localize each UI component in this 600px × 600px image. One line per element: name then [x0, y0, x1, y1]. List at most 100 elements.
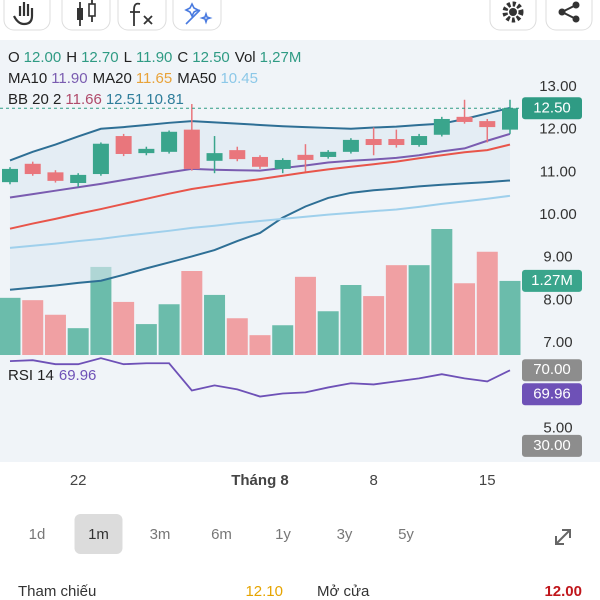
rsi-tick-label: 30.00	[533, 437, 571, 454]
toolbar	[3, 0, 593, 31]
share-icon	[572, 1, 580, 9]
ai-icon	[184, 2, 213, 25]
candle-button[interactable]	[61, 0, 111, 31]
period-tab[interactable]: 3m	[150, 526, 171, 543]
candle-body	[2, 168, 18, 183]
rsi-tick-box	[522, 359, 582, 382]
candle-icon	[88, 3, 96, 17]
last-price-box	[522, 97, 582, 120]
candle-body	[433, 118, 450, 135]
overlay-line	[9, 132, 511, 199]
legend-label: BB 20 2	[8, 91, 61, 108]
period-tab[interactable]: 1y	[275, 526, 291, 543]
legend-label: Vol	[235, 49, 256, 66]
candle-body	[206, 153, 223, 161]
ai-button[interactable]	[172, 0, 222, 31]
volume-bar	[385, 265, 407, 355]
period-tab[interactable]: 5y	[398, 526, 414, 543]
candle-body	[388, 139, 405, 146]
candle-body	[115, 136, 132, 154]
legend-row: O 12.00 H 12.70 L 11.90 C 12.50 Vol 1,27M	[8, 49, 301, 66]
y-tick-label: 7.00	[543, 334, 572, 351]
band-fill	[10, 107, 510, 290]
y-tick-label: 9.00	[543, 249, 572, 266]
rsi-last-box	[522, 383, 582, 406]
volume-bar	[44, 314, 66, 355]
legend-value: 10.45	[220, 70, 258, 87]
candle-body	[47, 172, 64, 181]
period-tab[interactable]: 1d	[29, 526, 46, 543]
volume-bar	[431, 229, 453, 355]
last-volume-label: 1.27M	[531, 272, 573, 289]
volume-bar	[272, 325, 294, 355]
legend-value: 11.66	[65, 91, 101, 108]
legend-label: O	[8, 49, 20, 66]
period-tab[interactable]: 6m	[211, 526, 232, 543]
legend-label: C	[177, 49, 188, 66]
y-tick-label: 11.00	[540, 163, 576, 180]
rsi-tick-box	[522, 434, 582, 457]
y-tick-label: 10.00	[539, 206, 577, 223]
candle-body	[502, 108, 518, 130]
overlay-line	[9, 143, 511, 230]
rsi-legend: RSI 14 69.96	[8, 367, 96, 384]
candle-body	[229, 150, 246, 160]
legend-label: MA10	[8, 70, 47, 87]
plot: 13.00 12.00 11.00 10.00 9.00 8.00 7.00 5.00 12.5…	[0, 49, 582, 489]
candle-body	[320, 151, 337, 157]
legend-value: 11.65	[136, 70, 172, 87]
candle-body	[274, 159, 291, 169]
share-icon	[572, 15, 580, 23]
legend-value: 12.70	[81, 49, 119, 66]
volume-bar	[294, 276, 316, 355]
legend-value: 1,27M	[260, 49, 302, 66]
y-tick-label: 5.00	[543, 419, 572, 436]
candle-body	[70, 174, 87, 184]
rsi-name: RSI 14	[8, 367, 54, 384]
period-tab[interactable]: 3y	[337, 526, 353, 543]
period-bar	[12, 512, 588, 556]
overlay-line	[9, 106, 511, 162]
candle-body	[252, 156, 268, 167]
volume-bar	[67, 328, 89, 355]
legend-value: 11.90	[51, 70, 87, 87]
volume-bar	[113, 301, 135, 355]
volume-bar	[499, 280, 521, 355]
last-price-label: 12.50	[533, 99, 571, 116]
legend-label: L	[124, 49, 132, 66]
hand-icon	[13, 2, 34, 26]
volume-bar	[340, 285, 362, 355]
y-tick-label: 12.00	[539, 121, 577, 138]
period-selected	[74, 514, 123, 554]
last-volume-box	[522, 269, 582, 292]
volume-bar	[181, 271, 203, 355]
candle-body	[456, 116, 473, 122]
fx-button[interactable]	[117, 0, 167, 31]
settings-icon	[502, 1, 524, 23]
volume-bar	[476, 251, 498, 355]
volume-bar	[226, 318, 248, 355]
fx-icon	[130, 2, 153, 26]
legend-value: 10.81	[146, 91, 184, 108]
candle-body	[297, 154, 314, 160]
candle-body	[411, 136, 428, 146]
quote-label: Tham chiếu	[18, 583, 96, 600]
quote-label: Mở cửa	[317, 583, 370, 600]
expand-icon[interactable]	[555, 529, 571, 545]
volume-bar	[363, 296, 385, 355]
candle-body	[479, 121, 496, 128]
volume-bar	[0, 297, 21, 355]
rsi-last-label: 69.96	[533, 385, 571, 402]
rsi-background	[0, 357, 520, 461]
candle-icon	[77, 8, 83, 20]
x-tick-label: 22	[70, 472, 87, 489]
legend-value: 12.50	[192, 49, 230, 66]
overlay-line	[9, 194, 511, 249]
volume-bar	[317, 311, 339, 355]
x-tick-label: 15	[479, 472, 496, 489]
volume-bar	[135, 324, 157, 355]
y-tick-label: 8.00	[543, 291, 572, 308]
x-tick-label: 8	[369, 472, 377, 489]
period-tab[interactable]: 1m	[88, 526, 109, 543]
